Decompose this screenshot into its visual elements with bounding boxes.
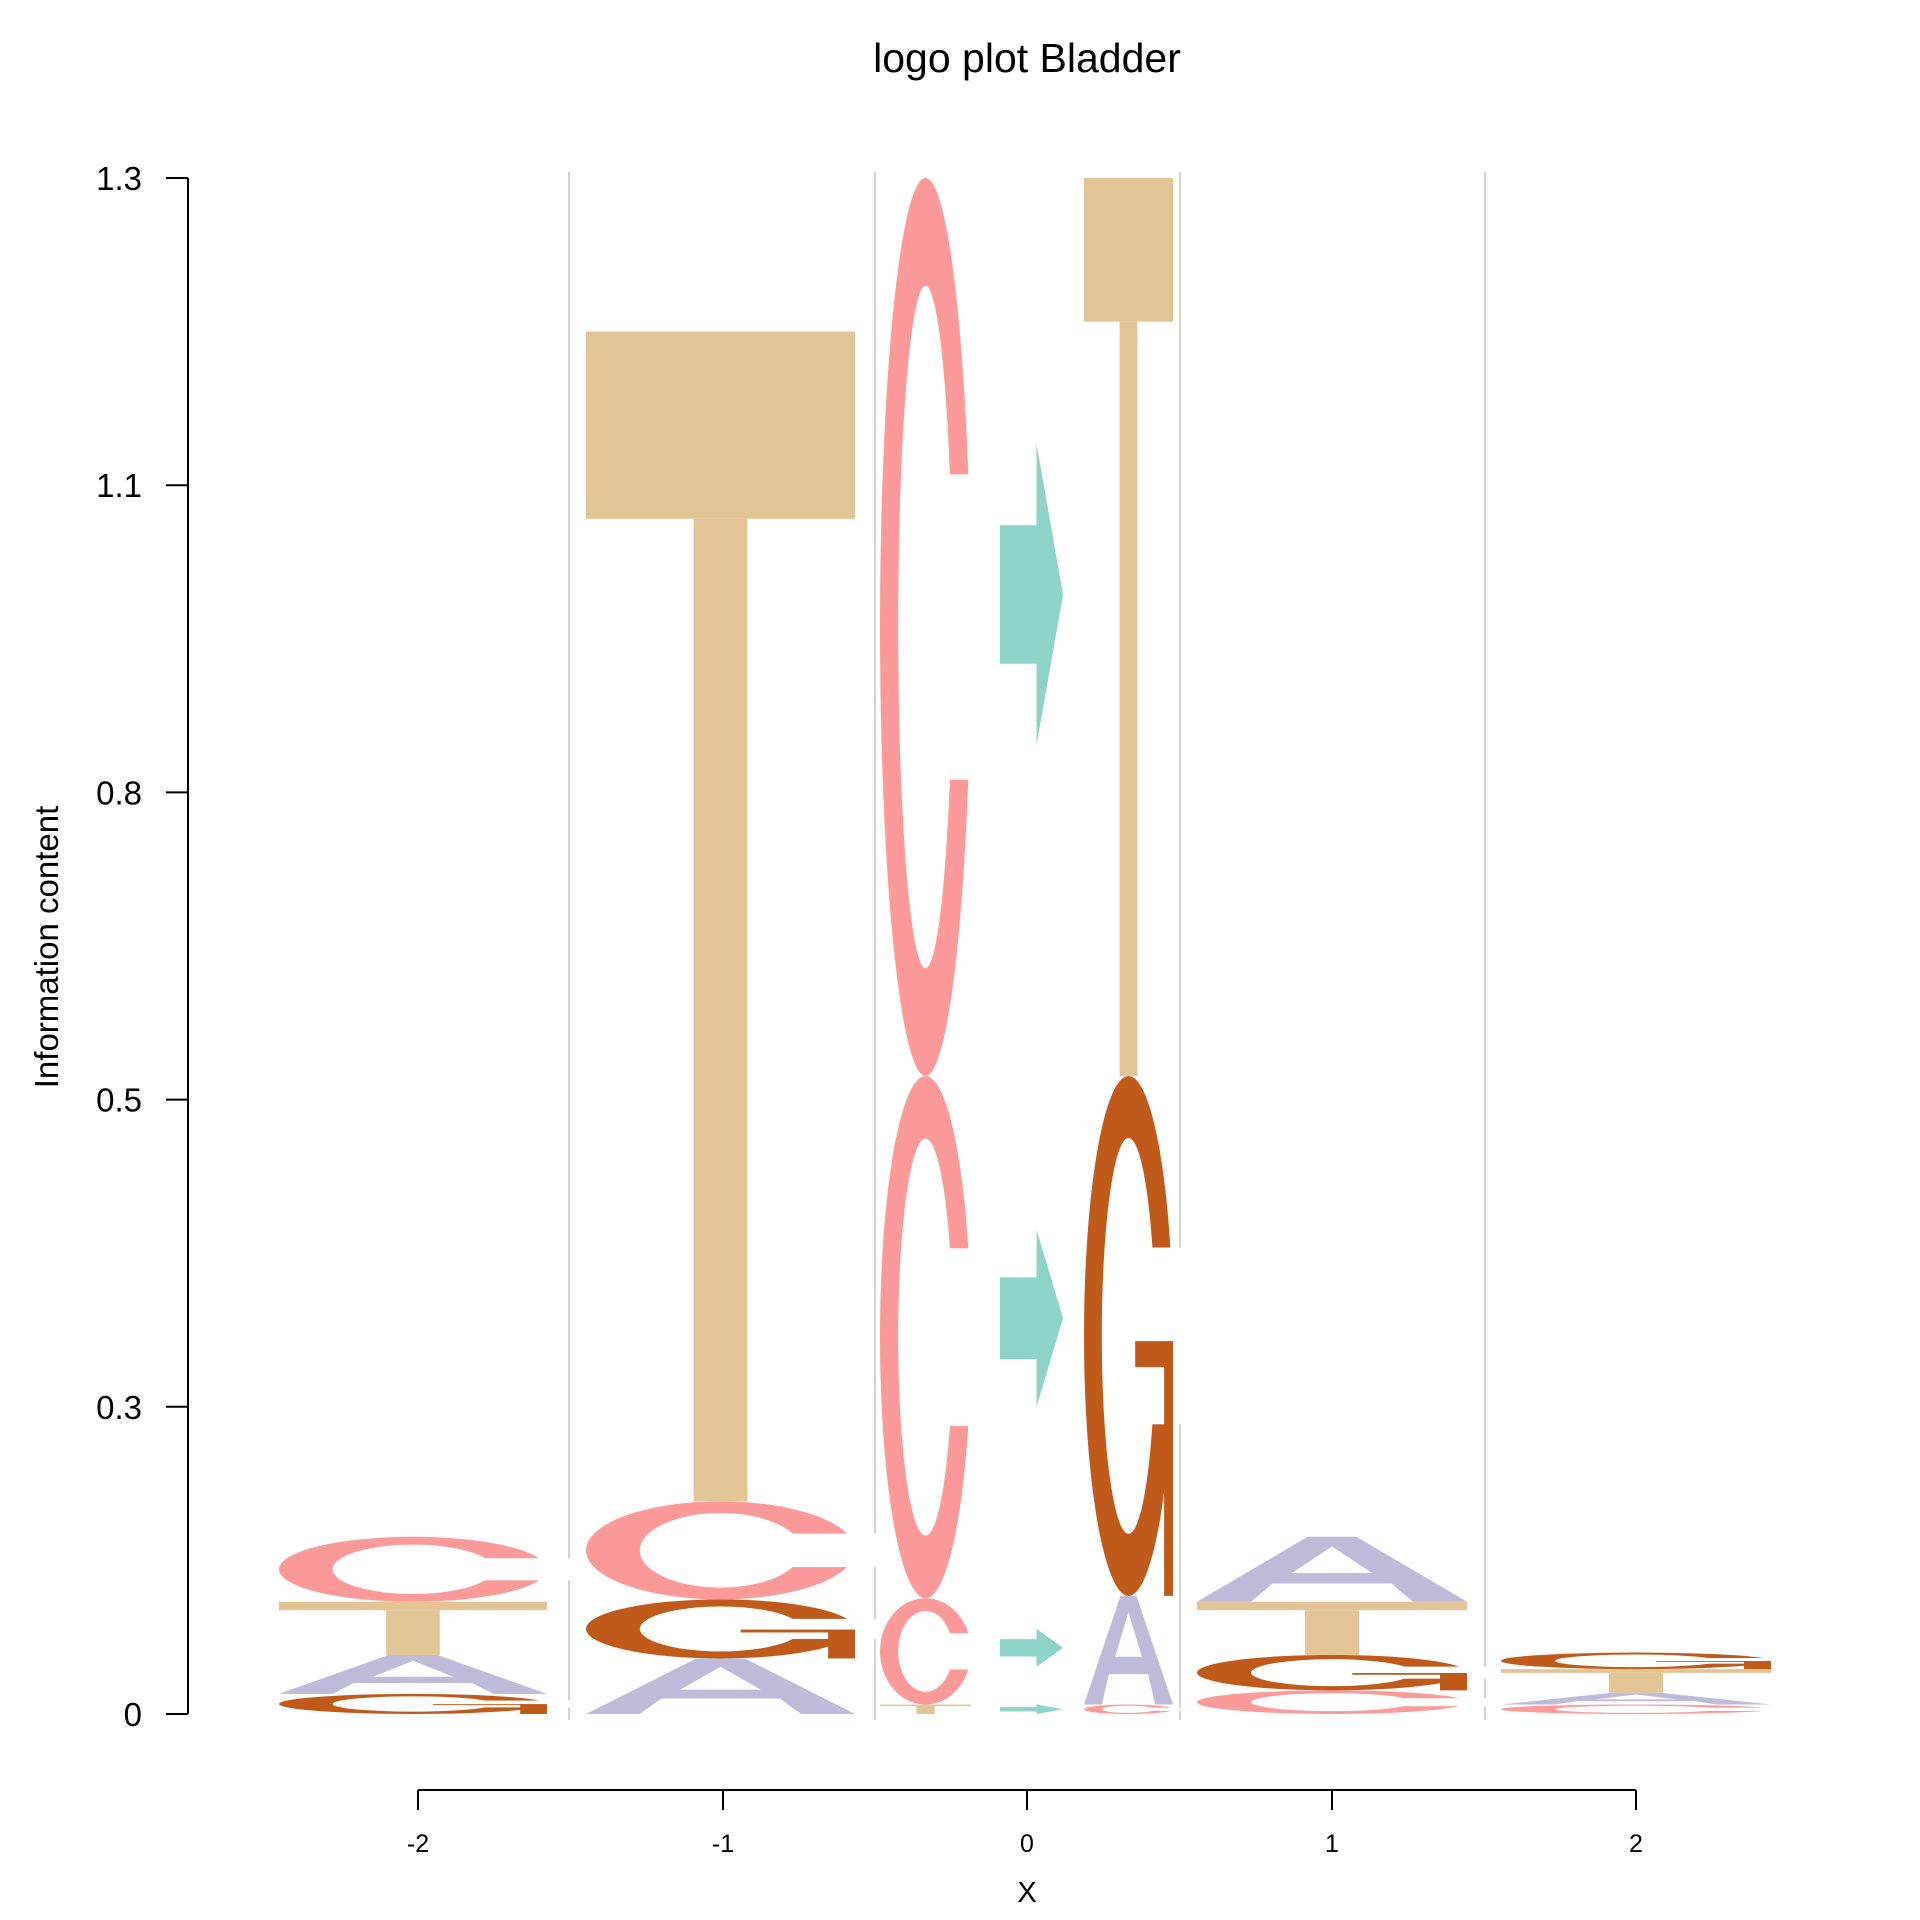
arrow-glyph bbox=[1000, 443, 1063, 746]
letter-g-glyph bbox=[1500, 1652, 1816, 1670]
letter-t-glyph bbox=[880, 1704, 971, 1714]
letter-a-glyph bbox=[1501, 1692, 1771, 1705]
x-tick-label: 0 bbox=[1020, 1830, 1034, 1858]
arrow-glyph bbox=[1000, 1229, 1063, 1407]
position-separators bbox=[568, 172, 1486, 1720]
x-axis: -2 -1 0 1 2 bbox=[407, 1789, 1643, 1858]
y-axis: 0 0.3 0.5 0.8 1.1 1.3 bbox=[96, 160, 189, 1733]
y-tick-label: 0 bbox=[124, 1696, 142, 1733]
letter-c-glyph bbox=[586, 1501, 900, 1600]
letter-g-glyph bbox=[279, 1693, 592, 1714]
logo-glyphs bbox=[279, 177, 1816, 1714]
letter-a-glyph bbox=[1197, 1536, 1467, 1602]
letter-c-glyph bbox=[1084, 1704, 1188, 1714]
x-tick-label: -2 bbox=[407, 1830, 429, 1858]
letter-c-glyph bbox=[880, 1598, 987, 1705]
letter-c-glyph bbox=[1197, 1690, 1512, 1714]
letter-c-glyph bbox=[880, 177, 987, 1076]
chart-title: logo plot Bladder bbox=[873, 35, 1181, 81]
x-tick-label: 1 bbox=[1325, 1830, 1339, 1858]
letter-c-glyph bbox=[1500, 1704, 1816, 1714]
y-tick-label: 0.3 bbox=[96, 1389, 142, 1426]
letter-t-glyph bbox=[586, 331, 855, 1502]
x-tick-label: 2 bbox=[1629, 1830, 1643, 1858]
letter-g-glyph bbox=[586, 1599, 900, 1659]
x-axis-label: X bbox=[1017, 1877, 1036, 1909]
y-tick-label: 0.8 bbox=[96, 774, 142, 811]
y-axis-label: Information content bbox=[28, 806, 65, 1089]
arrow-glyph bbox=[1000, 1704, 1063, 1714]
y-tick-label: 0.5 bbox=[96, 1082, 142, 1119]
letter-t-glyph bbox=[279, 1601, 547, 1655]
letter-t-glyph bbox=[1501, 1669, 1771, 1693]
y-tick-label: 1.3 bbox=[96, 160, 142, 197]
letter-a-glyph bbox=[279, 1654, 547, 1694]
letter-c-glyph bbox=[880, 1075, 987, 1599]
letter-c-glyph bbox=[279, 1536, 592, 1602]
letter-t-glyph bbox=[1197, 1601, 1467, 1655]
letter-g-glyph bbox=[1197, 1654, 1512, 1691]
letter-a-glyph bbox=[586, 1658, 855, 1714]
y-tick-label: 1.1 bbox=[96, 467, 142, 504]
x-tick-label: -1 bbox=[712, 1830, 734, 1858]
letter-t-glyph bbox=[1084, 178, 1173, 1076]
letter-a-glyph bbox=[1084, 1595, 1173, 1705]
letter-g-glyph bbox=[1084, 1075, 1188, 1596]
arrow-glyph bbox=[1000, 1628, 1063, 1667]
